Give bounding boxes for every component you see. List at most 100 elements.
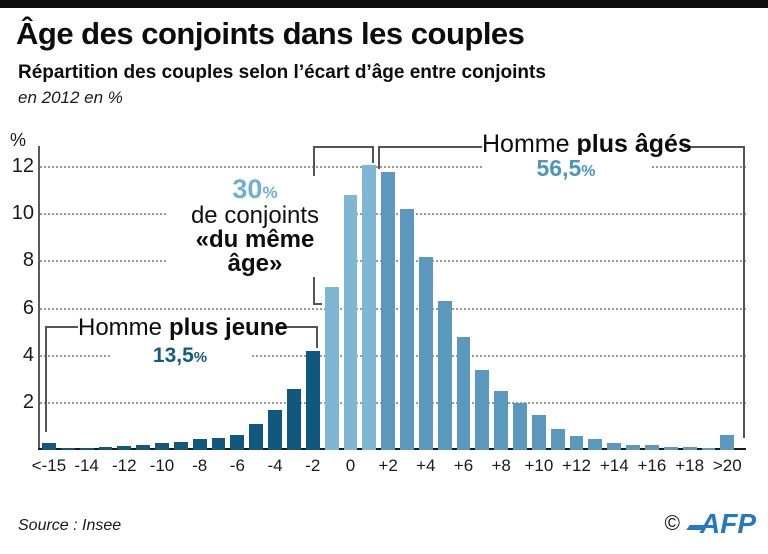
bar--14 xyxy=(79,448,94,450)
bar-+5 xyxy=(437,301,452,450)
bar-+11 xyxy=(550,429,565,450)
page-title: Âge des conjoints dans les couples xyxy=(16,16,525,51)
bar-+10 xyxy=(531,415,546,450)
bar-slot-+12: +12 xyxy=(562,130,591,475)
bar-slot-+8: +8 xyxy=(491,130,511,475)
bar-slot-+3 xyxy=(400,130,414,450)
bar-+9 xyxy=(513,403,527,450)
bar-+1 xyxy=(362,165,377,450)
bar-slot-+4: +4 xyxy=(416,130,435,475)
bar--12 xyxy=(117,446,132,450)
bar-+7 xyxy=(475,370,490,450)
bracket-younger-left-v xyxy=(45,326,47,432)
x-tick-label-+14: +14 xyxy=(599,456,629,475)
bar--15 xyxy=(60,448,75,450)
bar-slot-+15 xyxy=(626,130,640,450)
bar-slot-+1 xyxy=(362,130,377,450)
y-tick-label-10: 10 xyxy=(11,202,34,225)
bar--7 xyxy=(211,438,226,450)
bar-slot-+6: +6 xyxy=(454,130,473,475)
bar--10 xyxy=(155,443,169,450)
x-tick-label-+4: +4 xyxy=(416,456,436,475)
older-percent-sign: % xyxy=(581,163,596,180)
bar-slot--14: -14 xyxy=(74,130,99,475)
bar--2 xyxy=(305,351,320,450)
bar-slot-<-15: <-15 xyxy=(32,130,66,475)
bar-slot--4: -4 xyxy=(267,130,283,475)
younger-percentage: 13,5 xyxy=(152,344,194,367)
bracket-younger-right-v xyxy=(316,326,318,348)
x-tick-label->20: >20 xyxy=(712,456,742,475)
y-tick-label-12: 12 xyxy=(11,155,34,178)
chart-period-note: en 2012 en % xyxy=(18,88,123,107)
bar-slot--8: -8 xyxy=(192,130,207,475)
x-tick-label--12: -12 xyxy=(112,456,137,475)
bar-slot--6: -6 xyxy=(230,130,245,475)
sameage-line2: de conjoints xyxy=(190,201,320,229)
bar-slot-+10: +10 xyxy=(524,130,553,475)
bracket-older-left-v xyxy=(378,148,380,169)
bar-slot--10: -10 xyxy=(150,130,174,475)
sameage-percent-sign: % xyxy=(262,183,278,202)
bar-slot--1 xyxy=(324,130,339,450)
bar-slot--2: -2 xyxy=(305,130,320,475)
bracket-older-h2 xyxy=(684,146,745,148)
x-tick-label-+12: +12 xyxy=(562,456,591,475)
bar-slot->20: >20 xyxy=(713,130,742,475)
bar-<-15 xyxy=(42,443,56,450)
bar-slot-+14: +14 xyxy=(600,130,629,475)
bar-+19 xyxy=(701,448,716,450)
bar--5 xyxy=(249,424,264,450)
bracket-sameage-right-v xyxy=(372,146,374,163)
bracket-sameage-top xyxy=(313,146,374,148)
bar--1 xyxy=(324,287,339,450)
bar-slot-+2: +2 xyxy=(378,130,398,475)
bar--13 xyxy=(98,447,113,450)
bar-slot-+9 xyxy=(513,130,527,450)
x-tick-label--6: -6 xyxy=(229,456,245,475)
bar-slot-+13 xyxy=(588,130,603,450)
y-tick-label-8: 8 xyxy=(22,249,34,272)
bar-slot--5 xyxy=(249,130,264,450)
bracket-younger-h1 xyxy=(45,326,78,328)
bracket-sameage-foot xyxy=(313,303,322,305)
bar-slot-+19 xyxy=(701,130,716,450)
bar-+6 xyxy=(456,337,471,450)
bar--8 xyxy=(192,439,207,450)
x-tick-label--8: -8 xyxy=(192,456,208,475)
bar-slot-+5 xyxy=(437,130,452,450)
y-axis-line xyxy=(38,146,40,449)
bracket-older-h1 xyxy=(378,146,484,148)
y-tick-label-4: 4 xyxy=(22,343,34,366)
x-tick-label-0: 0 xyxy=(345,456,356,475)
bar-+3 xyxy=(400,209,414,450)
bar-+12 xyxy=(569,436,584,450)
bar--4 xyxy=(268,410,282,450)
bar-slot--7 xyxy=(211,130,226,450)
copyright-symbol: © xyxy=(664,512,680,535)
bar-+16 xyxy=(645,445,659,450)
x-tick-label--10: -10 xyxy=(149,456,175,475)
bar-slot--9 xyxy=(173,130,188,450)
y-tick-label-6: 6 xyxy=(22,296,34,319)
annotation-younger-word: Homme xyxy=(78,314,163,341)
bar-slot--13 xyxy=(98,130,113,450)
bar-series: <-15 -14 -12 -10 -8 -6 -4 -2 0 +2 +4 +6 +8 +10 +12 +14 +… xyxy=(32,130,742,475)
annotation-older-label: Homme plus âgés xyxy=(482,130,692,159)
x-tick-label--4: -4 xyxy=(267,456,283,475)
bar-+2 xyxy=(381,172,396,450)
bar-+8 xyxy=(494,391,509,450)
bar-slot--12: -12 xyxy=(112,130,137,475)
afp-logo: AFP xyxy=(700,508,756,539)
annotation-sameage: 30% de conjoints «du même âge» xyxy=(168,175,342,278)
afp-logo-swash xyxy=(686,524,705,530)
x-tick-label-+18: +18 xyxy=(675,456,705,475)
bar-+13 xyxy=(588,439,603,450)
sameage-line3: «du même âge» xyxy=(195,226,315,278)
annotation-younger-label: Homme plus jeune xyxy=(78,314,288,342)
bar-slot--15 xyxy=(60,130,75,450)
bar-slot-+11 xyxy=(550,130,565,450)
y-tick-label-2: 2 xyxy=(22,390,34,413)
gridline-12 xyxy=(40,166,746,169)
